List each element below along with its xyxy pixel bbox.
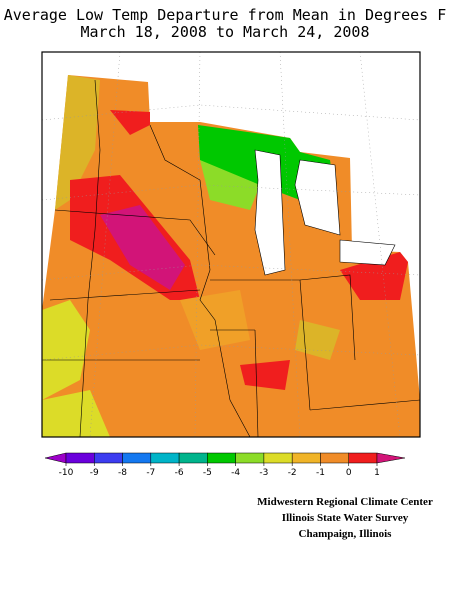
colorbar-tick-label: -10 [59,468,74,478]
map [41,51,421,438]
colorbar-segment [122,452,152,464]
colorbar-tick-label: -3 [259,468,268,478]
colorbar-tick-label: -1 [316,468,325,478]
colorbar-segment [94,452,123,464]
map-subtitle: March 18, 2008 to March 24, 2008 [80,23,370,41]
colorbar-segment [65,452,95,464]
colorbar-segment [263,452,293,464]
colorbar-tick-label: 0 [346,468,352,478]
colorbar-end [376,452,406,464]
colorbar-end [44,452,67,464]
colorbar-segment [235,452,265,464]
map-title: Average Low Temp Departure from Mean in … [3,6,447,24]
credit-line: Illinois State Water Survey [281,512,409,524]
colorbar-tick-label: -5 [203,468,212,478]
colorbar-tick-label: 1 [374,468,380,478]
credit-line: Midwestern Regional Climate Center [257,496,433,508]
colorbar-segment [207,452,236,464]
colorbar-tick-label: -4 [231,468,240,478]
colorbar-segment [178,452,208,464]
colorbar-segment [150,452,180,464]
colorbar-tick-label: -9 [90,468,99,478]
colorbar-tick-label: -6 [175,468,184,478]
colorbar-tick-label: -2 [288,468,297,478]
colorbar-tick-label: -7 [146,468,155,478]
colorbar-segment [348,452,378,464]
colorbar: -10 -9 -8 -7 -6 -5 -4 -3 -2 -1 0 1 [44,452,406,478]
credit-line: Champaign, Illinois [298,528,392,540]
colorbar-tick-label: -8 [118,468,127,478]
colorbar-segment [291,452,321,464]
colorbar-segment [320,452,349,464]
